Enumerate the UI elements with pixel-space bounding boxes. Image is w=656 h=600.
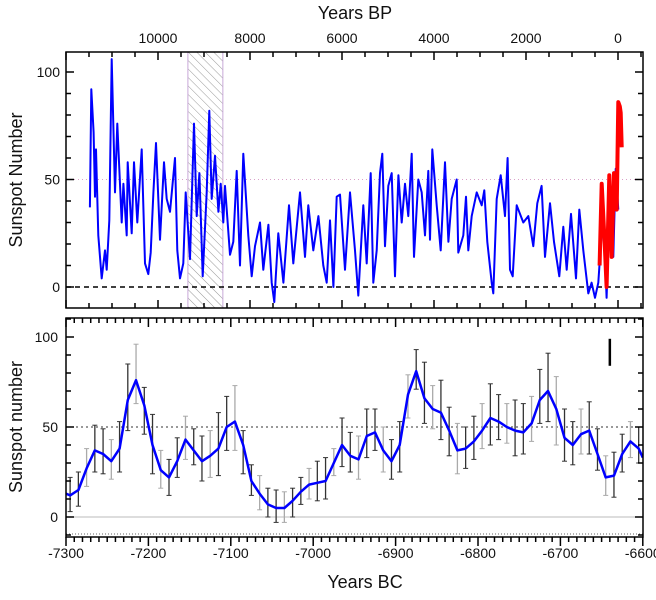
error-bar [594,428,600,471]
top-panel-sunspot-number-bp: Years BP Sunspot Number 10000 8000 6000 400… [6,3,644,309]
error-bar [627,421,633,459]
error-bar [273,489,279,523]
error-bar [364,408,370,459]
series-line-blue [88,58,620,304]
top-y-tick-label: 100 [37,64,61,80]
error-bar [520,403,526,455]
bottom-y-tick-label: 100 [35,329,59,345]
bottom-x-tick-label: -6900 [378,545,414,561]
error-bar [314,460,320,502]
series-line-blue [66,369,643,510]
error-bar [290,487,296,518]
top-y-tick-label: 0 [52,279,60,295]
top-x-tick-label: 4000 [418,30,449,46]
error-bar [240,430,246,475]
error-bar [207,430,213,478]
error-bar [487,383,493,446]
error-bar [512,399,518,457]
top-x-tick-label: 6000 [326,30,357,46]
error-bar [438,379,444,441]
bottom-x-tick-label: -6700 [542,545,578,561]
error-bar [92,424,98,473]
top-x-tick-label: 10000 [139,30,178,46]
error-bar [504,403,510,444]
bottom-y-tick-label: 50 [42,419,58,435]
error-bar [224,395,230,451]
error-bar [133,343,139,405]
error-bar [471,415,477,460]
top-x-tick-label: 8000 [234,30,265,46]
error-bar [545,352,551,423]
top-x-tick-label: 0 [614,30,622,46]
series-line-red [597,100,624,289]
bottom-x-axis-title: Years BC [327,572,402,592]
bottom-x-tick-label: -7100 [213,545,249,561]
bottom-x-tick-label: -7000 [295,545,331,561]
error-bar [182,415,188,460]
error-bar [578,408,584,455]
error-bar [339,417,345,468]
error-bar [232,385,238,451]
bottom-y-tick-label: 0 [50,509,58,525]
error-bar [174,437,180,478]
top-x-axis-title: Years BP [318,3,392,23]
error-bar [372,408,378,451]
bottom-panel-sunspot-number-bc: Sunspot number Years BC -7300 -7200 -7100 -… [6,317,656,592]
error-bar [215,412,221,477]
error-bar [586,401,592,455]
error-bar [421,361,427,424]
error-bar [479,403,485,450]
error-bar [199,435,205,482]
bottom-x-tick-label: -7300 [48,545,84,561]
error-bar [496,394,502,441]
top-x-tick-label: 2000 [510,30,541,46]
error-bar [529,395,535,442]
error-bar [537,368,543,424]
bottom-y-axis-title: Sunspot number [6,361,26,493]
error-bar [100,428,106,475]
bottom-x-tick-label: -6800 [460,545,496,561]
bottom-x-tick-label: -7200 [130,545,166,561]
error-bar [413,349,419,390]
error-bar [347,431,353,473]
top-y-tick-label: 50 [44,172,60,188]
error-bar [191,428,197,466]
top-y-axis-title: Sunspot Number [6,112,26,247]
